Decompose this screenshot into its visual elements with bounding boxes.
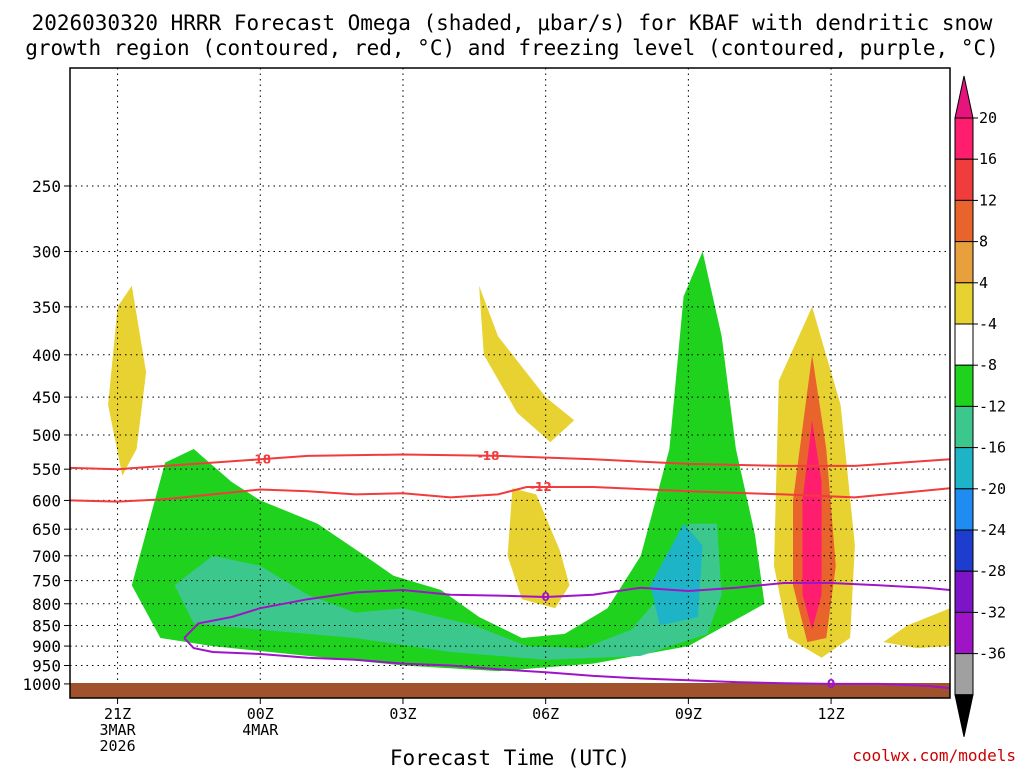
y-tick-label-900: 900: [32, 637, 61, 656]
y-tick-label-400: 400: [32, 346, 61, 365]
y-tick-label-850: 850: [32, 617, 61, 636]
omega-region-6: [507, 488, 570, 609]
colorbar-swatch-8: [954, 447, 974, 490]
x-tick-label-03Z: 03Z: [389, 705, 416, 723]
colorbar-label-2: 12: [979, 191, 997, 209]
colorbar-label-5: -4: [979, 315, 997, 333]
colorbar-swatch-5: [954, 323, 974, 366]
omega-region-4: [650, 523, 703, 626]
colorbar-label-4: 4: [979, 274, 988, 292]
omega-region-11: [883, 608, 950, 649]
omega-region-2: [131, 251, 765, 672]
colorbar-swatch-2: [954, 199, 974, 243]
x-axis-label: Forecast Time (UTC): [390, 746, 630, 768]
colorbar-label-6: -8: [979, 356, 997, 374]
y-tick-label-300: 300: [32, 242, 61, 261]
contour-label-1-0: -12: [530, 480, 552, 494]
x-tick-label-12Z: 12Z: [818, 705, 845, 723]
colorbar-swatch-11: [954, 570, 974, 613]
contour-0: [70, 453, 950, 471]
temperature-contours: -18 -18 -12 0 0: [70, 449, 950, 691]
colorbar-label-9: -20: [979, 480, 1006, 498]
omega-region-1: [198, 156, 351, 307]
colorbar-swatch-13: [954, 653, 974, 696]
colorbar-swatch-1: [954, 158, 974, 201]
x-tick-label-09Z: 09Z: [675, 705, 702, 723]
colorbar-label-8: -16: [979, 439, 1006, 457]
x-tick-label-06Z: 06Z: [532, 705, 559, 723]
omega-colorbar: 20 16 12 8 4 -4 -8 -12 -16 -20 -24 -28 -32 -36: [954, 75, 1006, 737]
colorbar-swatch-7: [954, 405, 974, 449]
omega-region-10: [802, 420, 822, 630]
contour-2: [183, 582, 950, 639]
colorbar-label-10: -24: [979, 521, 1006, 539]
x-tick-year-21Z: 2026: [100, 737, 136, 755]
colorbar-swatch-4: [954, 282, 974, 325]
y-tick-label-750: 750: [32, 572, 61, 591]
colorbar-label-1: 16: [979, 150, 997, 168]
contour-label-0-1: -18: [478, 449, 500, 463]
x-tick-label-21Z: 21Z: [104, 705, 131, 723]
colorbar-label-12: -32: [979, 603, 1006, 621]
colorbar-label-0: 20: [979, 109, 997, 127]
colorbar-swatch-0: [954, 117, 974, 160]
contour-label-3-0: 0: [827, 677, 835, 691]
pressure-axis: 2503003504004505005506006507007508008509…: [22, 177, 70, 694]
y-tick-label-1000: 1000: [22, 675, 61, 694]
x-tick-date-00Z: 4MAR: [242, 721, 279, 739]
x-tick-label-00Z: 00Z: [247, 705, 274, 723]
credit-link[interactable]: coolwx.com/models: [852, 746, 1016, 765]
y-tick-label-950: 950: [32, 656, 61, 675]
y-tick-label-450: 450: [32, 388, 61, 407]
y-tick-label-500: 500: [32, 426, 61, 445]
colorbar-swatch-10: [954, 529, 974, 572]
colorbar-label-13: -36: [979, 645, 1006, 663]
contour-1: [70, 486, 950, 503]
colorbar-swatch-6: [954, 364, 974, 407]
contour-label-0-0: -18: [249, 452, 271, 466]
y-tick-label-550: 550: [32, 460, 61, 479]
y-tick-label-600: 600: [32, 491, 61, 510]
contour-label-2-0: 0: [541, 590, 549, 604]
colorbar-label-3: 8: [979, 233, 988, 251]
ground-surface: [70, 683, 950, 698]
y-tick-label-800: 800: [32, 595, 61, 614]
chart-title-line-2: growth region (contoured, red, °C) and f…: [25, 36, 999, 60]
plot-frame: [69, 67, 951, 699]
colorbar-swatch-3: [954, 241, 974, 284]
y-tick-label-250: 250: [32, 177, 61, 196]
omega-shading: [108, 68, 950, 686]
y-tick-label-650: 650: [32, 520, 61, 539]
omega-region-7: [479, 285, 575, 443]
omega-region-3: [174, 523, 722, 660]
colorbar-label-11: -28: [979, 562, 1006, 580]
y-tick-label-350: 350: [32, 298, 61, 317]
colorbar-swatch-9: [954, 488, 974, 531]
colorbar-label-7: -12: [979, 397, 1006, 415]
colorbar-swatch-12: [954, 611, 974, 655]
contour-3: [183, 637, 950, 690]
y-tick-label-700: 700: [32, 547, 61, 566]
chart-title-line-1: 2026030320 HRRR Forecast Omega (shaded, …: [32, 11, 993, 35]
x-tick-date-21Z: 3MAR: [100, 721, 137, 739]
colorbar-bottom-arrow: [954, 694, 974, 737]
